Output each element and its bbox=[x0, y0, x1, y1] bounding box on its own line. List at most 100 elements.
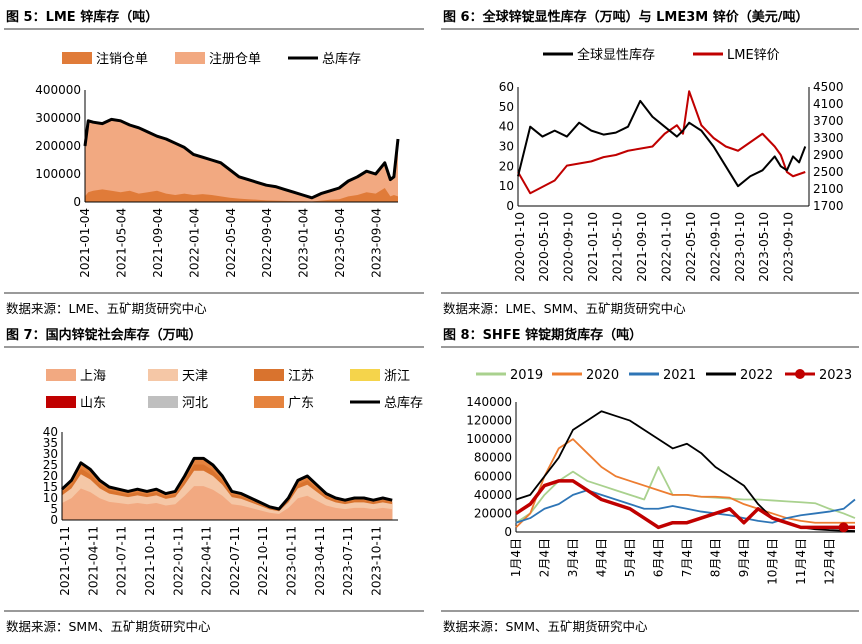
chart-lme-zinc-stock: 注销仓单 注册仓单 总库存 0 100000 200000 300000 400000 2021… bbox=[35, 51, 400, 278]
line-year-2021 bbox=[515, 489, 856, 524]
x-tick-label: 2022-09-10 bbox=[708, 212, 722, 282]
x-tick-label: 2021-10-11 bbox=[143, 526, 157, 596]
legend-swatch bbox=[148, 396, 178, 408]
y-tick-label: 40 bbox=[43, 425, 58, 439]
legend-marker bbox=[795, 369, 805, 379]
source-note: 数据来源：LME、SMM、五矿期货研究中心 bbox=[443, 301, 686, 316]
x-tick-label: 5月4日 bbox=[623, 538, 637, 577]
x-tick-label: 2020-09-10 bbox=[562, 212, 576, 282]
source-divider bbox=[4, 610, 424, 612]
x-tick-label: 9月4日 bbox=[737, 538, 751, 577]
y-tick-label: 20000 bbox=[474, 506, 512, 520]
x-tick-label: 2022-04-11 bbox=[200, 526, 214, 596]
chart-title: 图 5：LME 锌库存（吨） bbox=[6, 10, 159, 25]
x-tick-label: 2022-09-04 bbox=[260, 208, 274, 278]
y-tick-label: 100000 bbox=[35, 167, 81, 181]
y-tick-label: 200000 bbox=[35, 139, 81, 153]
x-tick-label: 8月4日 bbox=[708, 538, 722, 577]
x-tick-label: 7月4日 bbox=[680, 538, 694, 577]
y-tick-label: 4500 bbox=[813, 80, 844, 94]
x-tick-label: 2020-05-10 bbox=[537, 212, 551, 282]
y-tick-label: 2500 bbox=[813, 165, 844, 179]
source-divider bbox=[4, 292, 424, 294]
x-tick-label: 10月4日 bbox=[765, 538, 779, 585]
legend-label: 2022 bbox=[740, 368, 773, 383]
legend-label: 2021 bbox=[663, 368, 696, 383]
x-tick-label: 3月4日 bbox=[566, 538, 580, 577]
chart-panel-lme: 图 5：LME 锌库存（吨） 注销仓单 注册仓单 总库存 0 100000 200000 3… bbox=[0, 0, 431, 322]
chart-title: 图 6：全球锌锭显性库存（万吨）与 LME3M 锌价（美元/吨） bbox=[443, 10, 809, 25]
x-tick-label: 11月4日 bbox=[794, 538, 808, 585]
y-tick-label: 10 bbox=[43, 491, 58, 505]
y-tick-label: 0 bbox=[73, 195, 81, 209]
source-note: 数据来源：LME、五矿期货研究中心 bbox=[6, 301, 207, 316]
chart-shfe-futures-stock: 2019 2020 2021 2022 2023 0 20000 40000 60000 8000… bbox=[466, 368, 856, 585]
legend-swatch bbox=[46, 396, 76, 408]
x-tick-label: 6月4日 bbox=[651, 538, 665, 577]
x-tick-label: 2022-01-04 bbox=[187, 208, 201, 278]
legend-label: 2020 bbox=[586, 368, 619, 383]
chart-global-stock-vs-price: 全球显性库存 LME锌价 0 10 20 30 40 50 60 1700 2100 2500 2900… bbox=[499, 47, 844, 282]
x-tick-label: 2023-05-10 bbox=[757, 212, 771, 282]
x-tick-label: 2021-01-10 bbox=[586, 212, 600, 282]
legend-label: 注销仓单 bbox=[96, 52, 148, 67]
area-cancelled-warrants bbox=[85, 188, 398, 202]
legend-swatch bbox=[175, 52, 205, 64]
x-tick-label: 2021-01-04 bbox=[78, 208, 92, 278]
title-divider bbox=[441, 346, 859, 348]
y-tick-label: 80000 bbox=[474, 451, 512, 465]
y-tick-label: 3300 bbox=[813, 131, 844, 145]
y-tick-label: 300000 bbox=[35, 111, 81, 125]
x-tick-label: 2022-05-10 bbox=[684, 212, 698, 282]
legend-label: 2023 bbox=[819, 368, 852, 383]
legend-label: 广东 bbox=[288, 396, 314, 411]
x-tick-label: 2021-01-11 bbox=[58, 526, 72, 596]
x-tick-label: 2021-07-11 bbox=[115, 526, 129, 596]
area-registered-warrants bbox=[85, 119, 398, 202]
y-tick-label: 4100 bbox=[813, 97, 844, 111]
y-tick-label: 40 bbox=[499, 120, 514, 134]
y-tick-label: 5 bbox=[50, 502, 58, 516]
y-tick-label: 60000 bbox=[474, 469, 512, 483]
line-year-2022 bbox=[515, 410, 856, 532]
y-tick-label: 120000 bbox=[466, 414, 512, 428]
y-tick-label: 0 bbox=[504, 525, 512, 539]
line-lme-zinc-price bbox=[517, 90, 806, 195]
legend-swatch bbox=[148, 369, 178, 381]
x-tick-label: 2023-04-11 bbox=[313, 526, 327, 596]
legend-label: 总库存 bbox=[322, 51, 361, 67]
x-tick-label: 2022-07-11 bbox=[228, 526, 242, 596]
y-tick-label: 25 bbox=[43, 458, 58, 472]
legend-swatch bbox=[254, 396, 284, 408]
line-year-2020 bbox=[515, 438, 855, 529]
source-divider bbox=[441, 292, 859, 294]
x-tick-label: 2023-07-11 bbox=[341, 526, 355, 596]
legend-label: 总库存 bbox=[384, 395, 423, 411]
y-tick-label: 0 bbox=[50, 513, 58, 527]
y-tick-label: 20 bbox=[43, 469, 58, 483]
y-tick-label: 30 bbox=[499, 140, 514, 154]
legend-label: LME锌价 bbox=[727, 48, 780, 63]
x-tick-label: 2021-04-11 bbox=[86, 526, 100, 596]
x-tick-label: 2023-09-10 bbox=[782, 212, 796, 282]
chart-panel-shfe-stock: 图 8：SHFE 锌锭期货库存（吨） 2019 2020 2021 2022 2023 0… bbox=[431, 322, 862, 644]
y-tick-label: 400000 bbox=[35, 83, 81, 97]
legend-label: 上海 bbox=[80, 369, 106, 384]
line-total-stock bbox=[83, 117, 400, 200]
y-tick-label: 1700 bbox=[813, 199, 844, 213]
source-note: 数据来源：SMM、五矿期货研究中心 bbox=[443, 619, 648, 634]
x-tick-label: 2021-05-04 bbox=[114, 208, 128, 278]
x-tick-label: 2022-01-11 bbox=[171, 526, 185, 596]
source-note: 数据来源：SMM、五矿期货研究中心 bbox=[6, 619, 211, 634]
y-tick-label: 0 bbox=[506, 199, 514, 213]
y-tick-label: 60 bbox=[499, 80, 514, 94]
x-tick-label: 2月4日 bbox=[537, 538, 551, 577]
title-divider bbox=[4, 28, 424, 30]
legend-label: 2019 bbox=[510, 368, 543, 383]
y-tick-label: 140000 bbox=[466, 395, 512, 409]
chart-title: 图 7：国内锌锭社会库存（万吨） bbox=[6, 328, 202, 343]
legend-label: 江苏 bbox=[288, 368, 314, 384]
latest-point-marker bbox=[838, 522, 849, 533]
source-divider bbox=[441, 610, 859, 612]
